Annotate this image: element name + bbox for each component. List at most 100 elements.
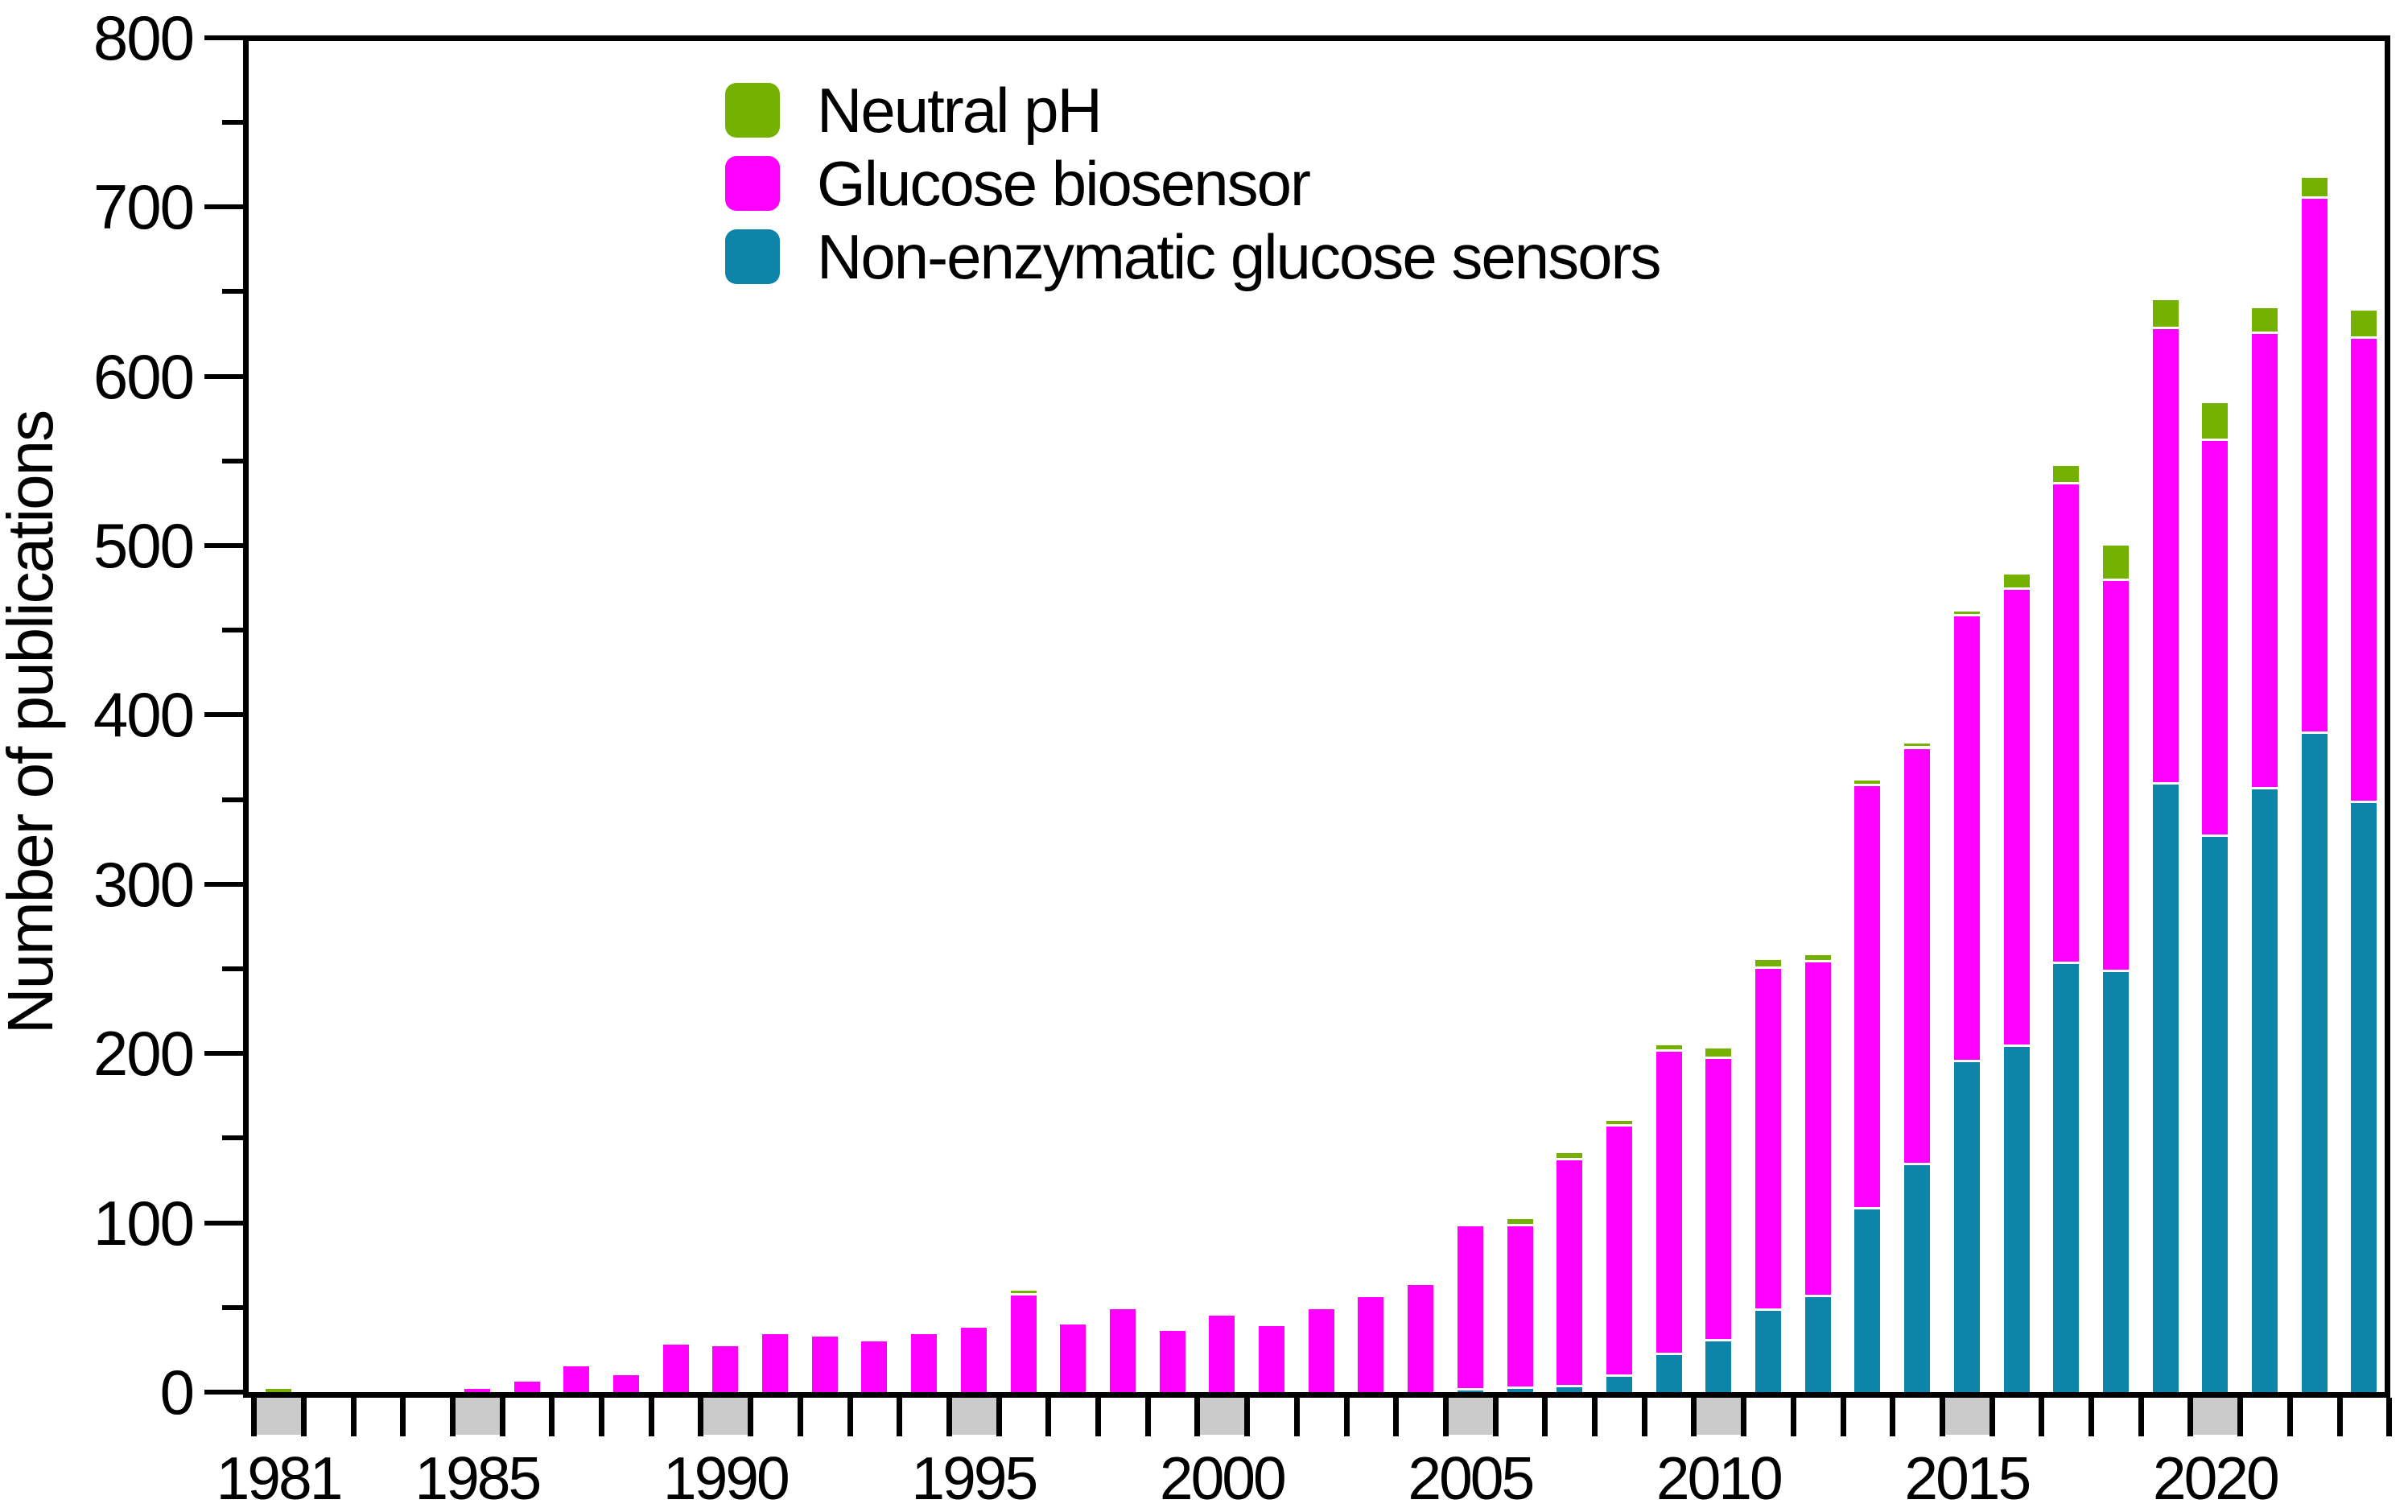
x-tick xyxy=(1194,1398,1201,1436)
bar-2017 xyxy=(2053,466,2080,1392)
x-tick xyxy=(549,1398,555,1436)
bar-1994 xyxy=(911,1334,938,1392)
segment-glucose-biosensor xyxy=(2252,334,2278,787)
segment-glucose-biosensor xyxy=(1507,1226,1533,1386)
y-major-tick xyxy=(204,1051,243,1057)
legend-label: Neutral pH xyxy=(817,75,1103,146)
x-tick-label: 2015 xyxy=(1904,1444,2031,1512)
bar-2007 xyxy=(1557,1153,1583,1392)
segment-neutral-ph xyxy=(2301,178,2328,196)
bar-1989 xyxy=(662,1345,689,1392)
x-tick xyxy=(797,1398,803,1436)
bar-1993 xyxy=(861,1341,888,1392)
bar-2011 xyxy=(1755,960,1781,1392)
y-tick-label: 0 xyxy=(159,1357,195,1428)
y-tick-label: 700 xyxy=(93,171,195,243)
y-major-tick xyxy=(204,1390,243,1395)
segment-glucose-biosensor xyxy=(1308,1308,1334,1392)
x-tick xyxy=(1542,1398,1548,1436)
segment-neutral-ph xyxy=(1507,1219,1533,1224)
segment-glucose-biosensor xyxy=(1457,1226,1483,1388)
bar-1991 xyxy=(762,1334,788,1392)
bar-1990 xyxy=(712,1346,739,1392)
x-tick xyxy=(748,1398,754,1436)
bar-2015 xyxy=(1953,612,1980,1392)
y-tick-label: 500 xyxy=(93,510,195,581)
segment-neutral-ph xyxy=(2202,403,2229,439)
segment-glucose-biosensor xyxy=(612,1374,639,1392)
segment-non-enzymatic-glucose-sensors xyxy=(1557,1386,1583,1392)
x-tick xyxy=(1741,1398,1747,1436)
x-tick xyxy=(350,1398,357,1436)
x-highlight-box xyxy=(1696,1398,1742,1435)
y-minor-tick xyxy=(222,628,243,633)
segment-non-enzymatic-glucose-sensors xyxy=(2252,789,2278,1392)
segment-non-enzymatic-glucose-sensors xyxy=(2301,733,2328,1392)
segment-glucose-biosensor xyxy=(2102,581,2129,970)
x-tick xyxy=(1492,1398,1499,1436)
x-tick-label: 1995 xyxy=(911,1444,1038,1512)
segment-glucose-biosensor xyxy=(464,1388,490,1392)
bar-1996 xyxy=(1010,1290,1037,1392)
segment-glucose-biosensor xyxy=(762,1334,788,1392)
x-tick xyxy=(2336,1398,2343,1436)
y-minor-tick xyxy=(222,966,243,971)
x-tick xyxy=(1393,1398,1400,1436)
x-tick xyxy=(2237,1398,2244,1436)
segment-glucose-biosensor xyxy=(1259,1325,1284,1392)
x-tick xyxy=(946,1398,952,1436)
y-tick-label: 600 xyxy=(93,340,195,412)
segment-glucose-biosensor xyxy=(2152,328,2179,782)
segment-glucose-biosensor xyxy=(1159,1331,1185,1392)
bar-1992 xyxy=(811,1336,838,1392)
y-tick-label: 100 xyxy=(93,1187,195,1259)
x-highlight-box xyxy=(1199,1398,1245,1435)
segment-neutral-ph xyxy=(2102,546,2129,579)
y-minor-tick xyxy=(222,797,243,802)
segment-neutral-ph xyxy=(1705,1048,1732,1057)
segment-non-enzymatic-glucose-sensors xyxy=(1507,1388,1533,1392)
x-tick xyxy=(2187,1398,2194,1436)
x-tick xyxy=(1095,1398,1102,1436)
bar-1985 xyxy=(464,1388,490,1392)
x-tick xyxy=(1790,1398,1796,1436)
legend-swatch-non-enzymatic-glucose-sensors xyxy=(725,229,780,284)
x-tick xyxy=(1045,1398,1052,1436)
bar-2001 xyxy=(1259,1325,1284,1392)
x-tick xyxy=(1592,1398,1598,1436)
y-major-tick xyxy=(204,712,243,718)
segment-non-enzymatic-glucose-sensors xyxy=(2351,802,2377,1392)
x-tick-label: 1981 xyxy=(216,1444,344,1512)
segment-neutral-ph xyxy=(1755,960,1781,966)
bar-2003 xyxy=(1358,1297,1384,1392)
legend-swatch-neutral-ph xyxy=(725,83,780,138)
x-tick xyxy=(1641,1398,1647,1436)
plot-area: Neutral pH Glucose biosensor Non-enzymatic… xyxy=(243,35,2390,1398)
segment-non-enzymatic-glucose-sensors xyxy=(1904,1165,1931,1392)
x-tick xyxy=(400,1398,406,1436)
segment-neutral-ph xyxy=(1010,1290,1037,1294)
x-tick-label: 1985 xyxy=(414,1444,542,1512)
x-tick xyxy=(449,1398,456,1436)
segment-glucose-biosensor xyxy=(2053,484,2080,962)
segment-non-enzymatic-glucose-sensors xyxy=(2003,1046,2030,1392)
y-minor-tick xyxy=(222,289,243,295)
bar-1995 xyxy=(960,1328,987,1392)
segment-neutral-ph xyxy=(1953,612,1980,615)
x-tick xyxy=(648,1398,654,1436)
segment-glucose-biosensor xyxy=(1656,1052,1682,1353)
segment-glucose-biosensor xyxy=(513,1382,540,1392)
y-minor-tick xyxy=(222,120,243,125)
bar-1987 xyxy=(563,1366,590,1392)
bar-2018 xyxy=(2102,546,2129,1392)
bar-1998 xyxy=(1109,1308,1136,1392)
segment-neutral-ph xyxy=(1804,955,1831,960)
segment-neutral-ph xyxy=(1656,1044,1682,1050)
x-tick xyxy=(847,1398,853,1436)
segment-neutral-ph xyxy=(1606,1121,1632,1124)
x-tick xyxy=(1343,1398,1350,1436)
bar-2012 xyxy=(1804,955,1831,1392)
segment-neutral-ph xyxy=(2351,310,2377,337)
segment-glucose-biosensor xyxy=(811,1336,838,1392)
